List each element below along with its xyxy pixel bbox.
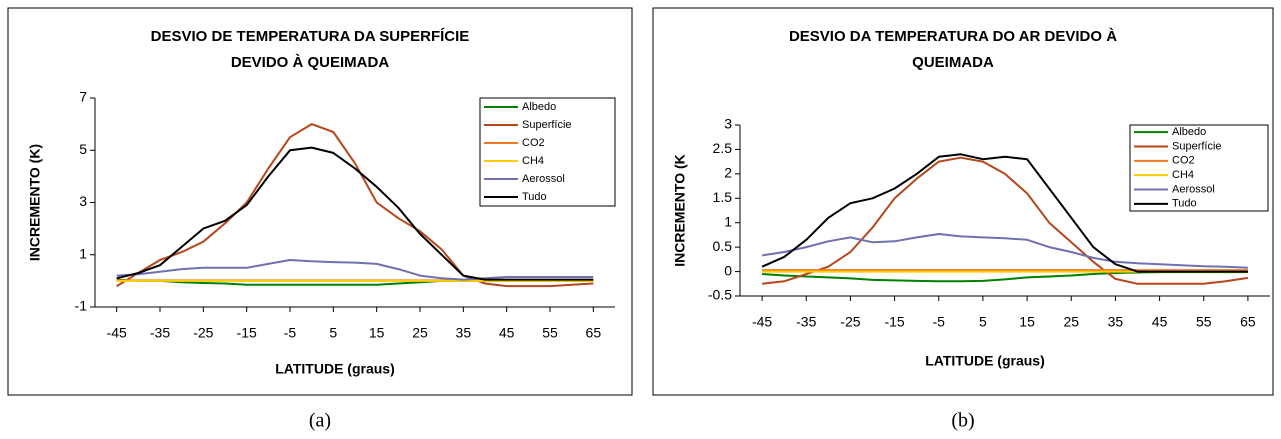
legend-label: Tudo [522,191,547,203]
legend-label: Albedo [1172,126,1206,138]
series-line [116,123,594,288]
legend-label: Albedo [522,101,556,113]
x-tick-label: 5 [329,325,337,341]
x-tick-label: -35 [150,325,170,341]
y-tick-label: 2 [724,165,732,181]
y-tick-label: 2.5 [713,140,733,156]
x-tick-label: -15 [237,325,257,341]
y-tick-label: -1 [75,298,88,314]
chart-title: DESVIO DA TEMPERATURA DO AR DEVIDO À [789,28,1117,45]
x-tick-label: -15 [884,314,904,330]
y-tick-label: 0 [724,262,732,278]
y-tick-label: 5 [79,141,87,157]
y-axis-label: INCREMENTO (K) [27,144,43,261]
legend-label: CO2 [522,137,545,149]
series-line [761,233,1248,269]
x-tick-label: 15 [1019,314,1035,330]
x-axis-label: LATITUDE (graus) [275,361,395,377]
x-tick-label: 35 [1108,314,1124,330]
legend-label: Superfície [1172,140,1222,152]
x-axis-label: LATITUDE (graus) [925,353,1045,369]
caption: (a) [309,410,331,432]
x-tick-label: -45 [107,325,127,341]
x-tick-label: -5 [933,314,946,330]
series-line [761,156,1249,285]
x-tick-label: 45 [1152,314,1168,330]
y-tick-label: 3 [79,193,87,209]
legend-label: CH4 [1172,169,1194,181]
series-line [116,259,594,281]
y-tick-label: 1 [724,213,732,229]
x-tick-label: -25 [193,325,213,341]
x-tick-label: -25 [840,314,860,330]
y-tick-label: 7 [79,89,87,105]
x-tick-label: 25 [412,325,428,341]
legend-label: Tudo [1172,198,1197,210]
x-tick-label: 55 [542,325,558,341]
x-tick-label: 5 [979,314,987,330]
x-tick-label: 65 [1240,314,1256,330]
x-tick-label: 65 [586,325,602,341]
y-tick-label: 1.5 [713,189,733,205]
x-tick-label: -5 [284,325,297,341]
y-tick-label: 0.5 [713,238,733,254]
y-tick-label: 3 [724,116,732,132]
legend-box [1129,124,1269,212]
legend-label: Aerossol [522,173,565,185]
legend-label: CO2 [1172,155,1195,167]
legend-label: Superfície [522,119,572,131]
legend-label: Aerossol [1172,183,1215,195]
y-tick-label: -0.5 [708,287,732,303]
series-line [761,153,1248,273]
y-tick-label: 1 [79,245,87,261]
chart-title: QUEIMADA [912,54,994,71]
x-tick-label: 15 [369,325,385,341]
x-tick-label: 35 [456,325,472,341]
series-line [116,146,594,281]
caption: (b) [951,410,974,432]
x-tick-label: 25 [1063,314,1079,330]
x-tick-label: -35 [796,314,816,330]
legend-box [479,97,616,207]
x-tick-label: 45 [499,325,515,341]
y-axis-label: INCREMENTO (K [672,154,688,267]
chart-title: DESVIO DE TEMPERATURA DA SUPERFÍCIE [151,28,470,45]
chart-title: DEVIDO À QUEIMADA [231,54,390,71]
legend-label: CH4 [522,155,544,167]
x-tick-label: 55 [1196,314,1212,330]
x-tick-label: -45 [752,314,772,330]
